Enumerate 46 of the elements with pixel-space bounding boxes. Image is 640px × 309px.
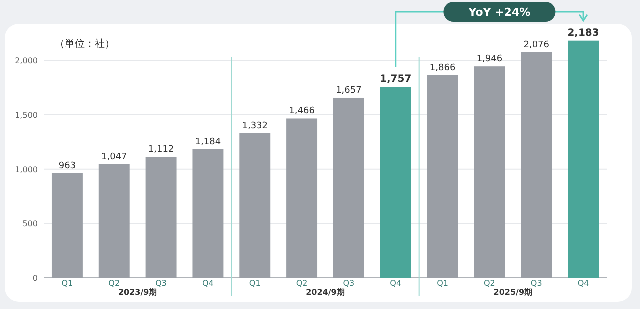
x-tick-label: Q2	[296, 279, 308, 288]
y-tick-label: 2,000	[15, 56, 38, 66]
x-tick-label: Q2	[484, 279, 496, 288]
data-label: 2,183	[568, 28, 600, 39]
bar	[521, 52, 552, 278]
data-label: 1,047	[101, 152, 128, 162]
x-tick-label: Q3	[343, 279, 355, 288]
bar	[568, 40, 600, 278]
bar	[380, 87, 412, 278]
text: 2025/9期	[494, 288, 533, 297]
bar	[286, 118, 318, 278]
data-label: 1,112	[148, 145, 174, 156]
text: YoY +24%	[468, 6, 531, 19]
data-label: 1,332	[242, 121, 268, 132]
x-tick-label: Q4	[578, 279, 590, 288]
bar	[98, 164, 130, 278]
bar	[146, 157, 177, 278]
data-label: 1,184	[195, 137, 222, 148]
x-tick-label: Q1	[62, 279, 74, 288]
bar	[427, 75, 458, 278]
data-label: 2,076	[524, 40, 550, 50]
x-tick-label: Q4	[202, 279, 214, 288]
x-tick-label: Q2	[108, 279, 120, 288]
x-tick-label: Q3	[156, 279, 167, 288]
data-label: 1,946	[476, 54, 503, 65]
text: 2024/9期	[306, 288, 345, 297]
bar	[333, 98, 364, 278]
y-axis-title: （単位：社）	[55, 38, 115, 50]
bar	[474, 66, 506, 278]
data-label: 1,757	[380, 74, 412, 86]
data-label: 1,466	[289, 106, 316, 117]
x-tick-label: Q3	[530, 279, 542, 288]
y-tick-label: 0	[32, 274, 38, 283]
bar	[52, 173, 83, 278]
bar	[240, 133, 271, 278]
data-label: 1,866	[430, 63, 456, 74]
y-tick-label: 500	[22, 220, 38, 229]
x-tick-label: Q1	[437, 279, 448, 288]
bar	[192, 149, 224, 278]
x-tick-label: Q4	[390, 279, 402, 288]
x-tick-label: Q1	[249, 279, 261, 288]
data-label: 963	[58, 161, 76, 172]
text: 2023/9期	[118, 288, 158, 297]
data-label: 1,657	[336, 86, 362, 96]
y-tick-label: 1,500	[15, 111, 38, 120]
y-tick-label: 1,000	[15, 165, 38, 174]
